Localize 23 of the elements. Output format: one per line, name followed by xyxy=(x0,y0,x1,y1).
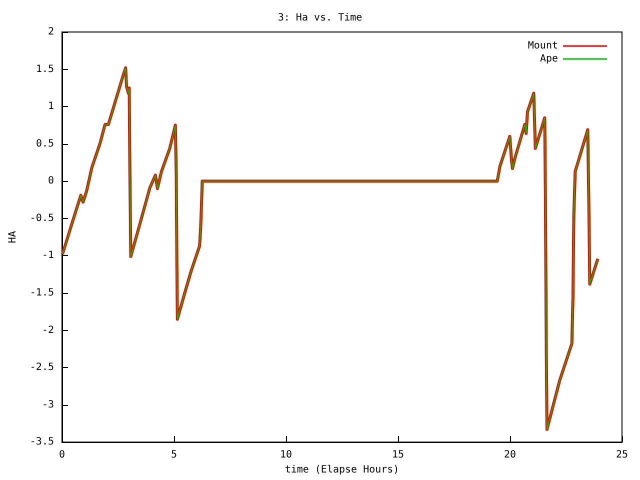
y-tick-label: -3 xyxy=(42,399,54,410)
y-tick-label: 0.5 xyxy=(36,138,54,150)
y-tick-label: -1.5 xyxy=(30,287,54,298)
x-tick-label: 0 xyxy=(58,450,66,461)
legend-label: Ape xyxy=(540,54,558,64)
x-axis-title: time (Elapse Hours) xyxy=(284,464,400,476)
y-axis-title: HA xyxy=(8,231,18,244)
x-tick-label: 15 xyxy=(392,450,404,461)
y-tick-label: 1.5 xyxy=(36,64,54,75)
x-tick-label: 10 xyxy=(280,450,292,461)
y-tick-label: -2.5 xyxy=(30,362,54,374)
x-tick-label: 20 xyxy=(504,450,516,461)
y-tick-label: -3.5 xyxy=(30,436,54,448)
y-tick-label: -1 xyxy=(42,250,54,262)
x-tick-label: 5 xyxy=(170,450,178,461)
y-tick-label: -0.5 xyxy=(30,212,54,224)
x-tick-label: 25 xyxy=(616,450,628,461)
chart-title: 3: Ha vs. Time xyxy=(278,12,362,24)
y-tick-label: 2 xyxy=(48,26,54,38)
y-tick-label: 1 xyxy=(48,101,54,112)
y-tick-label: -2 xyxy=(42,324,54,336)
legend-label: Mount xyxy=(528,40,558,52)
y-tick-label: 0 xyxy=(48,176,54,187)
